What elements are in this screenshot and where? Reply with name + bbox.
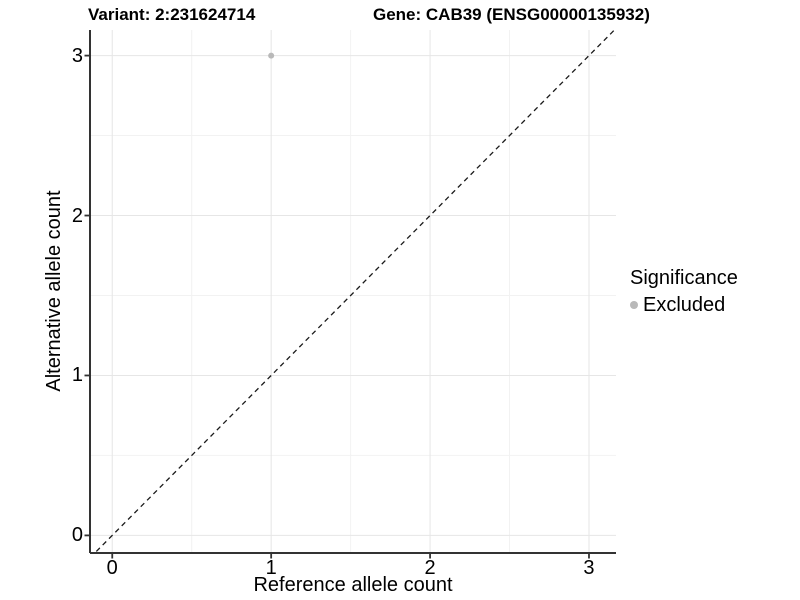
identity-line: [93, 30, 616, 553]
y-tick-label: 1: [71, 364, 83, 387]
y-axis-title: Alternative allele count: [43, 190, 65, 392]
data-point: [268, 52, 275, 59]
y-tick-label: 3: [71, 44, 83, 67]
legend-point-icon: [630, 301, 638, 309]
legend: Significance Excluded: [630, 266, 738, 317]
legend-item-label: Excluded: [643, 294, 726, 316]
y-tick-label: 2: [71, 204, 83, 227]
y-tick-label: 0: [71, 524, 83, 547]
x-tick-label: 0: [106, 557, 118, 579]
x-axis-title: Reference allele count: [253, 574, 453, 596]
legend-title: Significance: [630, 267, 738, 289]
plot-title-gene: Gene: CAB39 (ENSG00000135932): [373, 5, 650, 24]
x-tick-label: 3: [583, 557, 595, 579]
legend-item-excluded: Excluded: [630, 293, 738, 317]
plot-title-variant: Variant: 2:231624714: [88, 5, 256, 24]
x-tick-label: 1: [265, 557, 277, 579]
x-tick-label: 2: [424, 557, 436, 579]
